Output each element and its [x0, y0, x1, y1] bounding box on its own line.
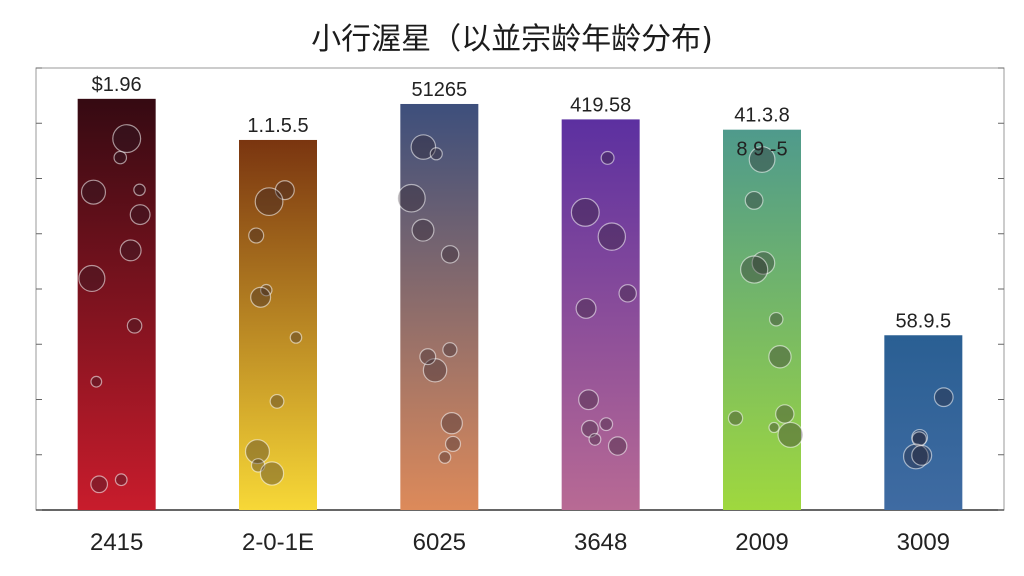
bubble-decoration: [119, 239, 142, 262]
bubble-decoration: [618, 284, 637, 303]
bubble-decoration: [244, 439, 270, 465]
bubble-decoration: [442, 342, 458, 358]
x-tick-label: 2-0-1E: [242, 529, 314, 556]
data-label: 419.58: [570, 94, 631, 116]
bubble-decoration: [607, 436, 628, 456]
bubble-decoration: [289, 331, 303, 344]
bubble-decoration: [768, 345, 792, 369]
bubble-decoration: [429, 147, 443, 161]
bubble-decoration: [599, 417, 614, 432]
bubble-decoration: [410, 134, 437, 160]
bubble-decoration: [90, 375, 103, 388]
bubble-decoration: [259, 461, 285, 486]
bubble-decoration: [80, 179, 107, 205]
bubble-decoration: [748, 146, 776, 173]
data-label: 58.9.5: [896, 310, 952, 332]
data-label: 51265: [412, 79, 468, 101]
bubble-decoration: [269, 393, 285, 409]
bubble-decoration: [597, 222, 627, 251]
plot-frame: [35, 67, 1005, 511]
bubble-decoration: [78, 264, 106, 293]
bubble-decoration: [126, 317, 143, 334]
bubble-decoration: [411, 218, 435, 242]
bubble-decoration: [440, 245, 460, 264]
bubble-decoration: [575, 297, 597, 319]
bubble-decoration: [911, 444, 933, 466]
bubble-decoration: [419, 348, 437, 366]
bubble-decoration: [775, 404, 795, 424]
x-tick-label: 2009: [735, 529, 788, 556]
bubble-decoration: [90, 475, 109, 494]
bubble-decoration: [274, 180, 295, 201]
bubble-decoration: [902, 443, 929, 470]
bubble-decoration: [740, 255, 769, 284]
bubble-decoration: [570, 197, 600, 227]
chart-title: 小行渥星（以並宗龄年龄分布): [311, 22, 713, 57]
bubble-decoration: [578, 389, 600, 411]
bar-4: [723, 129, 801, 510]
bubble-decoration: [438, 450, 452, 464]
bar-0: [77, 98, 156, 510]
x-tick-label: 6025: [413, 529, 466, 556]
bubble-decoration: [248, 227, 265, 244]
data-label: 1.1.5.5: [247, 115, 308, 137]
x-tick-label: 3648: [574, 529, 627, 556]
bubble-decoration: [114, 473, 128, 487]
bubble-decoration: [112, 124, 142, 154]
x-tick-label: 2415: [90, 529, 143, 556]
bubble-decoration: [588, 432, 602, 446]
bubble-decoration: [133, 183, 146, 197]
data-label: 41.3.8: [734, 105, 790, 127]
bar-5: [884, 335, 963, 510]
bubble-decoration: [600, 150, 615, 165]
bubble-decoration: [744, 190, 764, 210]
bar-1: [239, 139, 317, 510]
bubble-decoration: [397, 183, 426, 213]
bubble-decoration: [129, 204, 151, 226]
bubble-decoration: [751, 251, 776, 275]
x-tick-label: 3009: [897, 529, 950, 556]
bubble-decoration: [254, 187, 284, 217]
bubble-decoration: [444, 435, 462, 453]
data-sublabel: 8 9 -5: [736, 139, 787, 161]
bubble-decoration: [250, 286, 272, 308]
bubble-decoration: [113, 150, 128, 165]
bubble-decoration: [777, 421, 804, 448]
bar-3: [561, 119, 640, 510]
bubble-decoration: [768, 421, 780, 434]
data-label: $1.96: [92, 74, 142, 96]
bubble-decoration: [933, 387, 954, 408]
bubble-decoration: [727, 410, 744, 426]
bubble-decoration: [768, 311, 784, 327]
bubble-decoration: [440, 412, 463, 435]
bar-2: [400, 103, 479, 510]
